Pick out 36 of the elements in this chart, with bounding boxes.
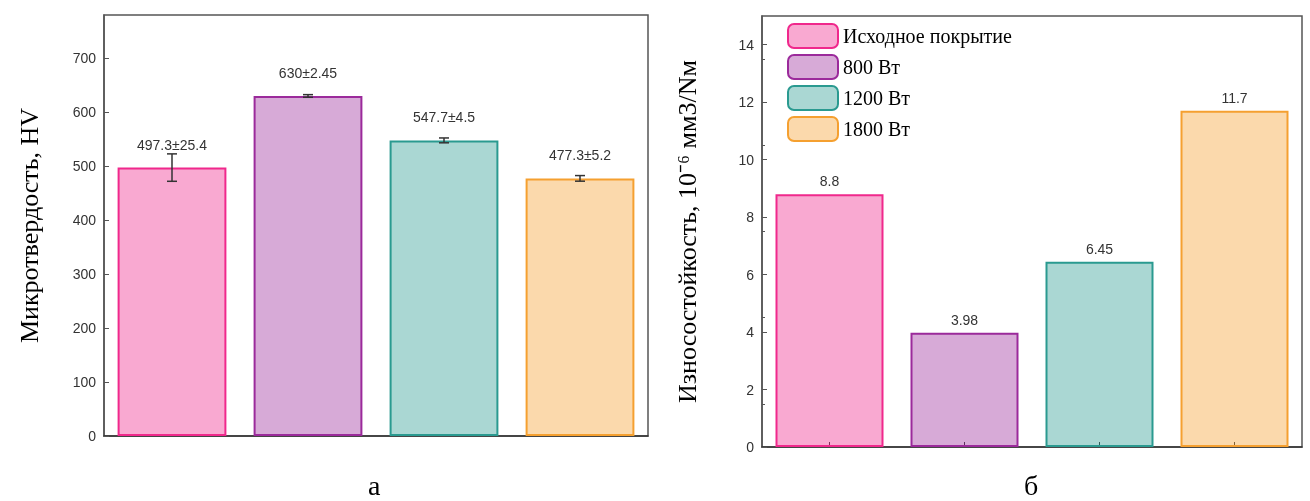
y-tick-label: 10	[738, 151, 755, 168]
bar	[389, 140, 499, 436]
y-tick-label: 600	[72, 104, 97, 121]
bar	[525, 178, 635, 436]
data-label: 8.8	[819, 173, 840, 190]
bar	[253, 95, 363, 436]
bar	[117, 167, 227, 436]
data-label: 630±2.45	[278, 64, 338, 81]
y-tick-label: 400	[72, 212, 97, 229]
legend-label: 1200 Вт	[843, 87, 911, 109]
text: а	[368, 469, 381, 501]
y-tick-label: 200	[72, 320, 97, 337]
y-tick-label: 100	[72, 374, 97, 391]
data-label: 6.45	[1085, 240, 1114, 257]
y-tick-label: 500	[72, 158, 97, 175]
legend-label: 800 Вт	[843, 56, 901, 78]
y-tick-label: 8	[746, 209, 755, 226]
legend-label: 1800 Вт	[843, 118, 911, 140]
y-tick-label: 300	[72, 266, 97, 283]
y-tick-label: 6	[746, 266, 755, 283]
y-tick-label: 14	[738, 36, 755, 53]
y-tick-label: 0	[88, 428, 97, 444]
y-tick-label: 4	[746, 324, 755, 341]
y-tick-label: 12	[738, 94, 755, 111]
data-label: 547.7±4.5	[412, 109, 476, 126]
text: б	[1024, 469, 1039, 501]
y-axis-title: Износостойкость, 10⁻⁶ мм3/Nм	[672, 60, 702, 403]
y-tick-label: 0	[746, 439, 755, 455]
y-tick-label: 2	[746, 381, 755, 398]
data-label: 477.3±5.2	[548, 147, 612, 164]
data-label: 497.3±25.4	[137, 136, 208, 153]
data-label: 11.7	[1221, 89, 1248, 106]
data-label: 3.98	[950, 311, 979, 328]
y-axis-title: Микротвердость, HV	[14, 107, 44, 344]
legend-label: Исходное покрытие	[843, 25, 1013, 48]
y-tick-label: 700	[72, 50, 97, 67]
